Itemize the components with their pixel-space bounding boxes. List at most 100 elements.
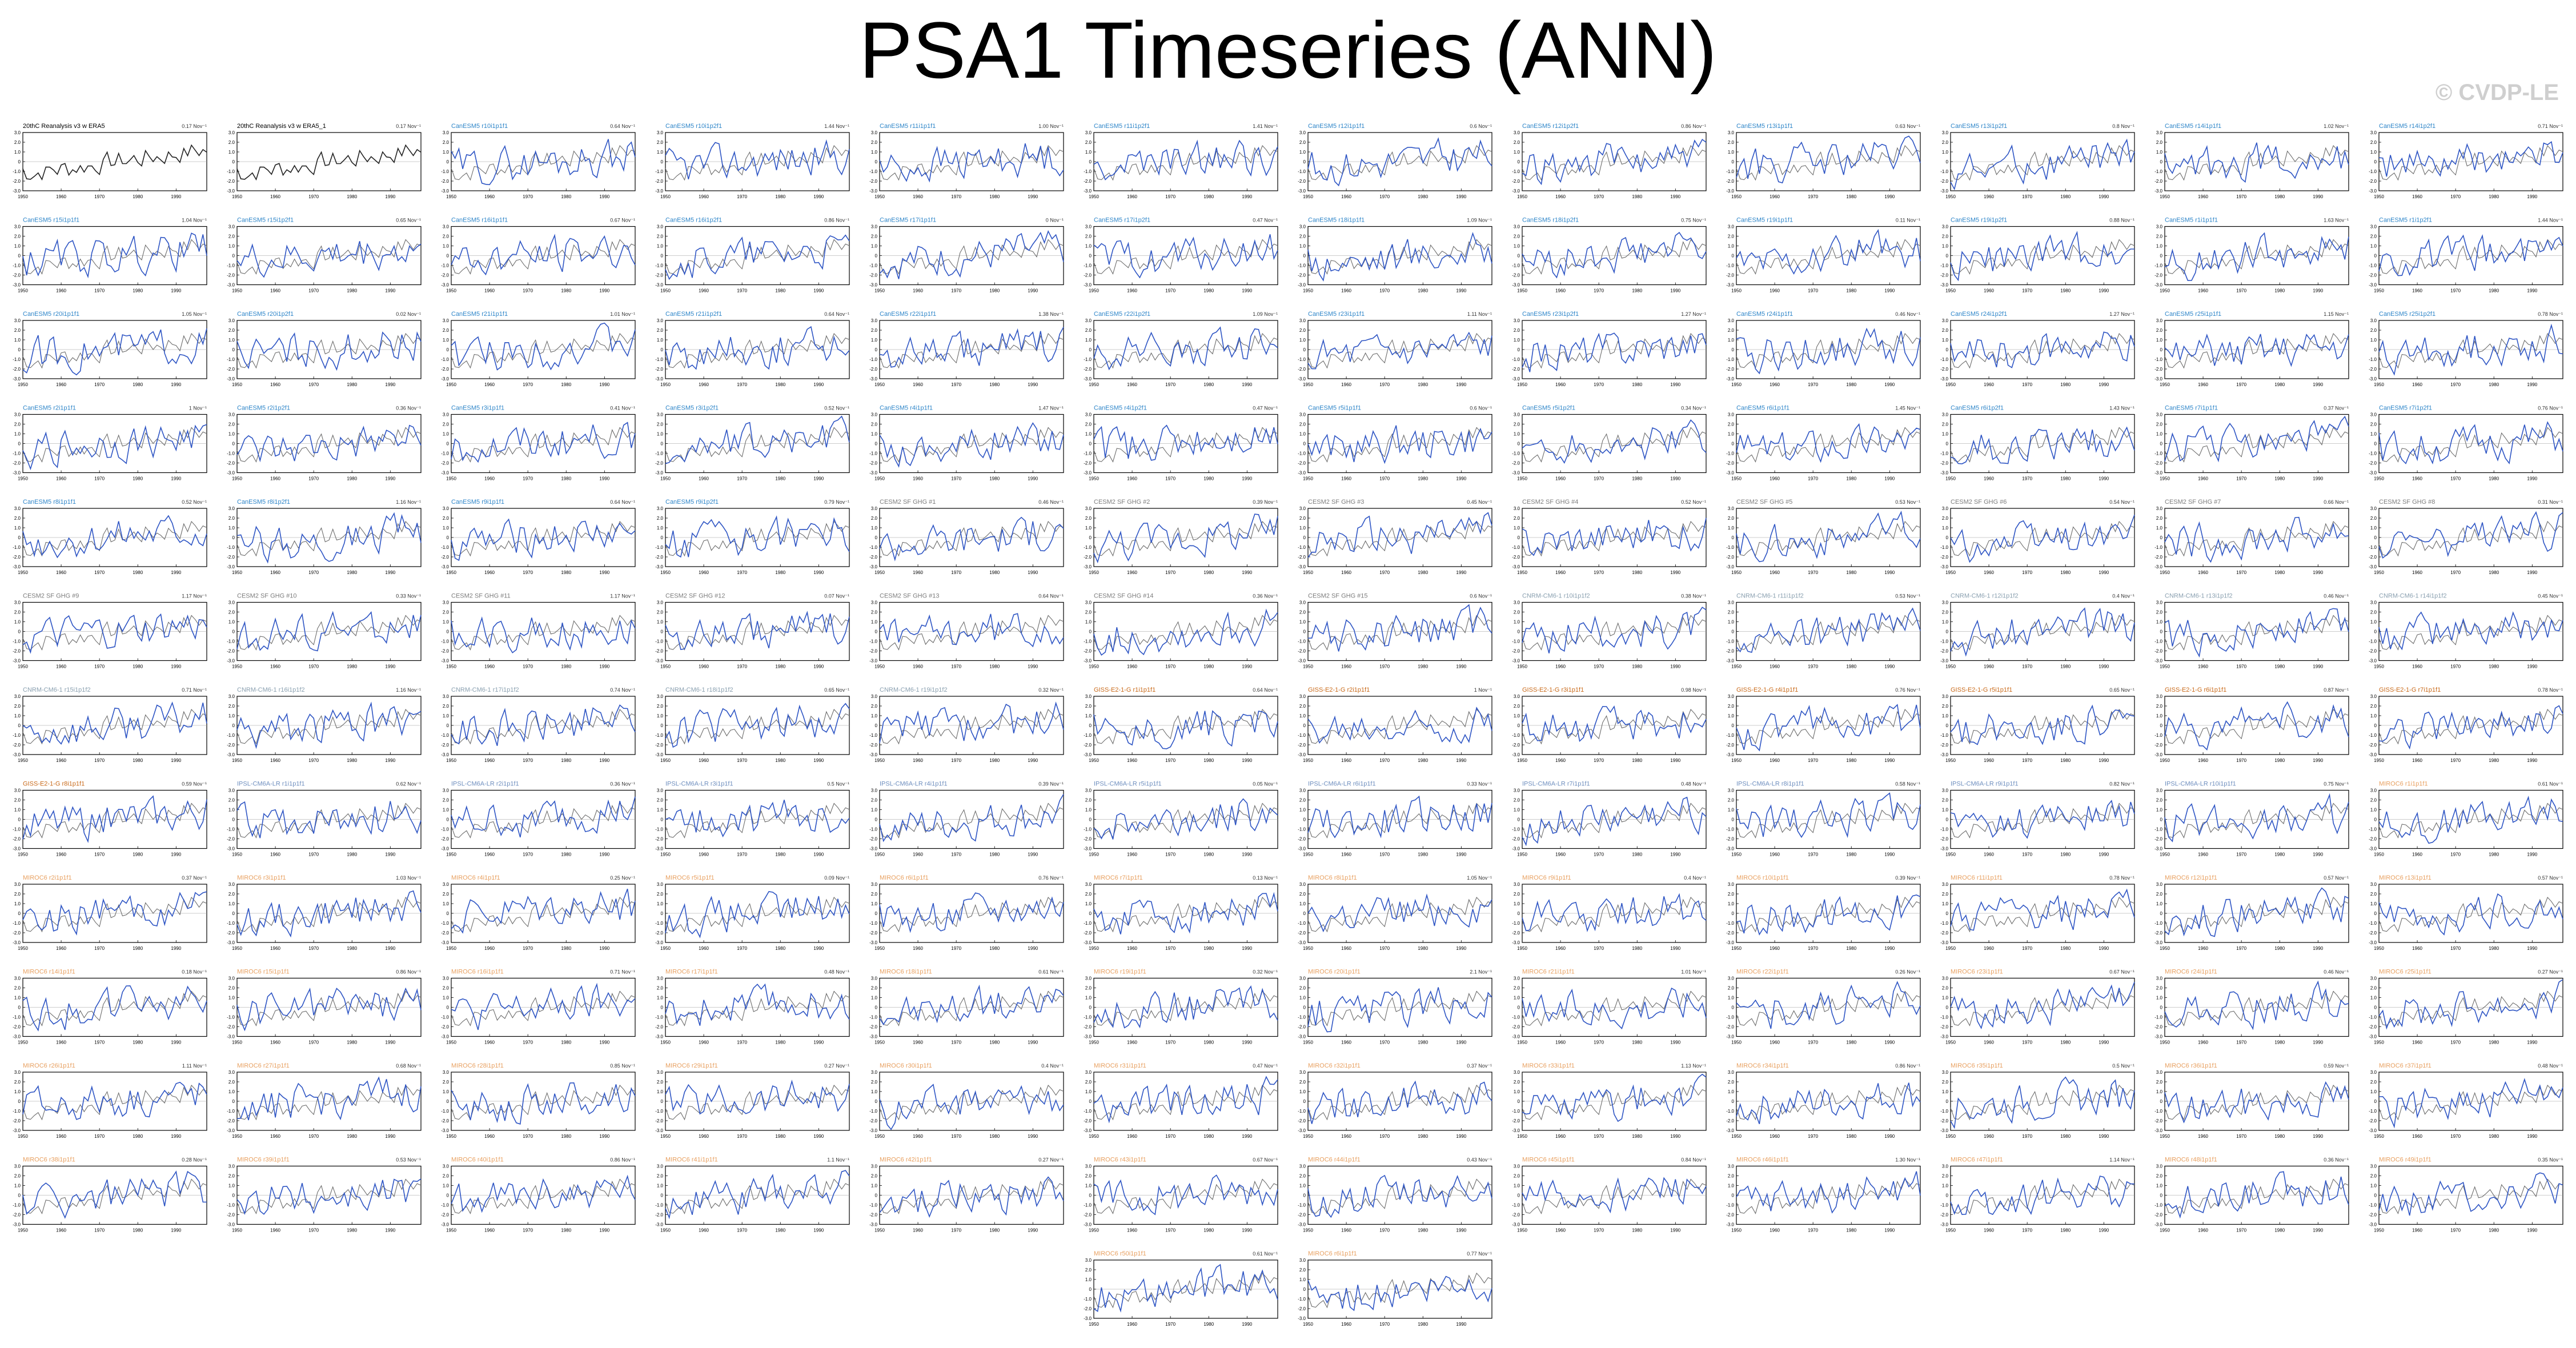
y-tick-label: 1.0 [14,150,21,155]
y-tick-label: 2.0 [1728,892,1735,897]
model-series-line [22,701,207,745]
y-tick-label: -2.0 [1940,367,1948,372]
x-tick-label: 1980 [347,570,357,575]
model-series-line [1950,138,2135,191]
x-tick-label: 1950 [1517,1228,1527,1233]
x-tick-label: 1950 [1089,1228,1099,1233]
x-tick-label: 1990 [2098,476,2109,482]
panel-trend: 0.87 Nov⁻¹ [2324,687,2349,693]
model-series-line [1307,1174,1492,1218]
y-tick-label: -3.0 [1940,1222,1948,1227]
x-tick-label: 1990 [599,1228,609,1233]
panel-trend: 0.79 Nov⁻¹ [824,499,849,505]
x-tick-label: 1950 [18,852,28,857]
y-tick-label: 2.0 [1085,610,1092,615]
x-tick-label: 1960 [1984,382,1994,387]
x-tick-label: 1960 [2198,852,2208,857]
x-tick-label: 1960 [270,476,280,482]
x-tick-label: 1980 [775,852,785,857]
obs-series-line [22,520,207,557]
x-tick-label: 1980 [1418,946,1428,951]
y-tick-label: 2.0 [871,892,878,897]
y-tick-label: -1.0 [441,827,449,832]
panel: CanESM5 r13i1p2f1 0.8 Nov⁻¹3.02.01.00-1.0… [1940,123,2135,199]
y-tick-label: -3.0 [441,659,449,664]
x-tick-label: 1980 [989,758,1000,763]
x-tick-label: 1970 [2450,852,2461,857]
y-tick-label: 3.0 [2370,976,2377,981]
model-series-line [22,144,207,181]
y-tick-label: 2.0 [871,516,878,521]
x-tick-label: 1980 [347,476,357,482]
x-tick-label: 1980 [1846,570,1856,575]
x-tick-label: 1970 [951,382,961,387]
y-tick-label: -1.0 [1084,1297,1092,1302]
y-tick-label: -3.0 [1298,471,1306,476]
x-tick-label: 1970 [523,570,533,575]
x-tick-label: 1960 [270,664,280,669]
panel-trend: 0.13 Nov⁻¹ [1253,875,1278,881]
y-tick-label: 0 [1089,1005,1092,1010]
x-tick-label: 1980 [1846,852,1856,857]
y-tick-label: -3.0 [2369,188,2377,194]
panel-trend: 0.46 Nov⁻¹ [1038,499,1064,505]
y-tick-label: -2.0 [1512,179,1520,184]
y-tick-label: 0 [2160,535,2163,540]
obs-series-line [1522,239,1707,275]
y-tick-label: 0 [1946,254,1949,259]
panel-trend: 0.64 Nov⁻¹ [1253,687,1278,693]
y-tick-label: 2.0 [1942,516,1949,521]
x-tick-label: 1950 [18,382,28,387]
model-series-line [1307,893,1492,933]
y-tick-label: -1.0 [869,1203,877,1208]
y-tick-label: -1.0 [227,733,235,738]
y-tick-label: 3.0 [1728,412,1735,418]
panel-trend: 0.75 Nov⁻¹ [2324,781,2349,787]
x-tick-label: 1980 [1846,946,1856,951]
y-tick-label: 1.0 [1085,808,1092,813]
model-series-line [879,1176,1064,1218]
x-tick-label: 1990 [2527,664,2537,669]
obs-series-line [451,803,636,839]
x-tick-label: 1970 [2022,946,2032,951]
x-tick-label: 1980 [1632,1228,1642,1233]
x-tick-label: 1960 [2198,382,2208,387]
x-tick-label: 1990 [1670,758,1680,763]
y-tick-label: -3.0 [227,846,235,852]
panel: CanESM5 r1i1p2f1 1.44 Nov⁻¹3.02.01.00-1.0… [2369,217,2563,294]
y-tick-label: 2.0 [1299,140,1306,145]
model-series-line [665,611,850,651]
y-tick-label: -1.0 [441,1015,449,1020]
y-tick-label: -2.0 [227,461,235,466]
model-series-line [2378,611,2563,651]
obs-series-line [236,1084,422,1121]
x-tick-label: 1970 [951,288,961,294]
y-tick-label: 1.0 [228,1089,235,1094]
panel: CanESM5 r18i1p1f1 1.09 Nov⁻¹3.02.01.00-1.… [1298,217,1492,294]
model-series-line [1093,139,1278,180]
panel-trend: 1.02 Nov⁻¹ [2324,123,2349,129]
y-tick-label: -2.0 [1298,1025,1306,1030]
y-tick-label: 3.0 [1299,318,1306,323]
y-tick-label: -1.0 [1084,451,1092,456]
y-tick-label: 3.0 [228,976,235,981]
x-tick-label: 1950 [660,382,671,387]
x-tick-label: 1970 [523,476,533,482]
x-tick-label: 1980 [2060,382,2071,387]
model-series-line [22,795,207,844]
x-tick-label: 1990 [1028,664,1038,669]
y-tick-label: 3.0 [2156,130,2163,135]
y-tick-label: -2.0 [869,1213,877,1218]
x-tick-label: 1990 [385,570,395,575]
x-tick-label: 1950 [660,288,671,294]
model-series-line [236,987,422,1032]
y-tick-label: 0 [875,1193,878,1198]
x-tick-label: 1960 [1555,194,1566,199]
x-tick-label: 1970 [1165,476,1175,482]
y-tick-label: 2.0 [871,140,878,145]
y-tick-label: -2.0 [441,1025,449,1030]
x-tick-label: 1970 [1165,570,1175,575]
x-tick-label: 1990 [385,194,395,199]
y-tick-label: -3.0 [1940,1034,1948,1040]
x-tick-label: 1960 [2412,288,2422,294]
